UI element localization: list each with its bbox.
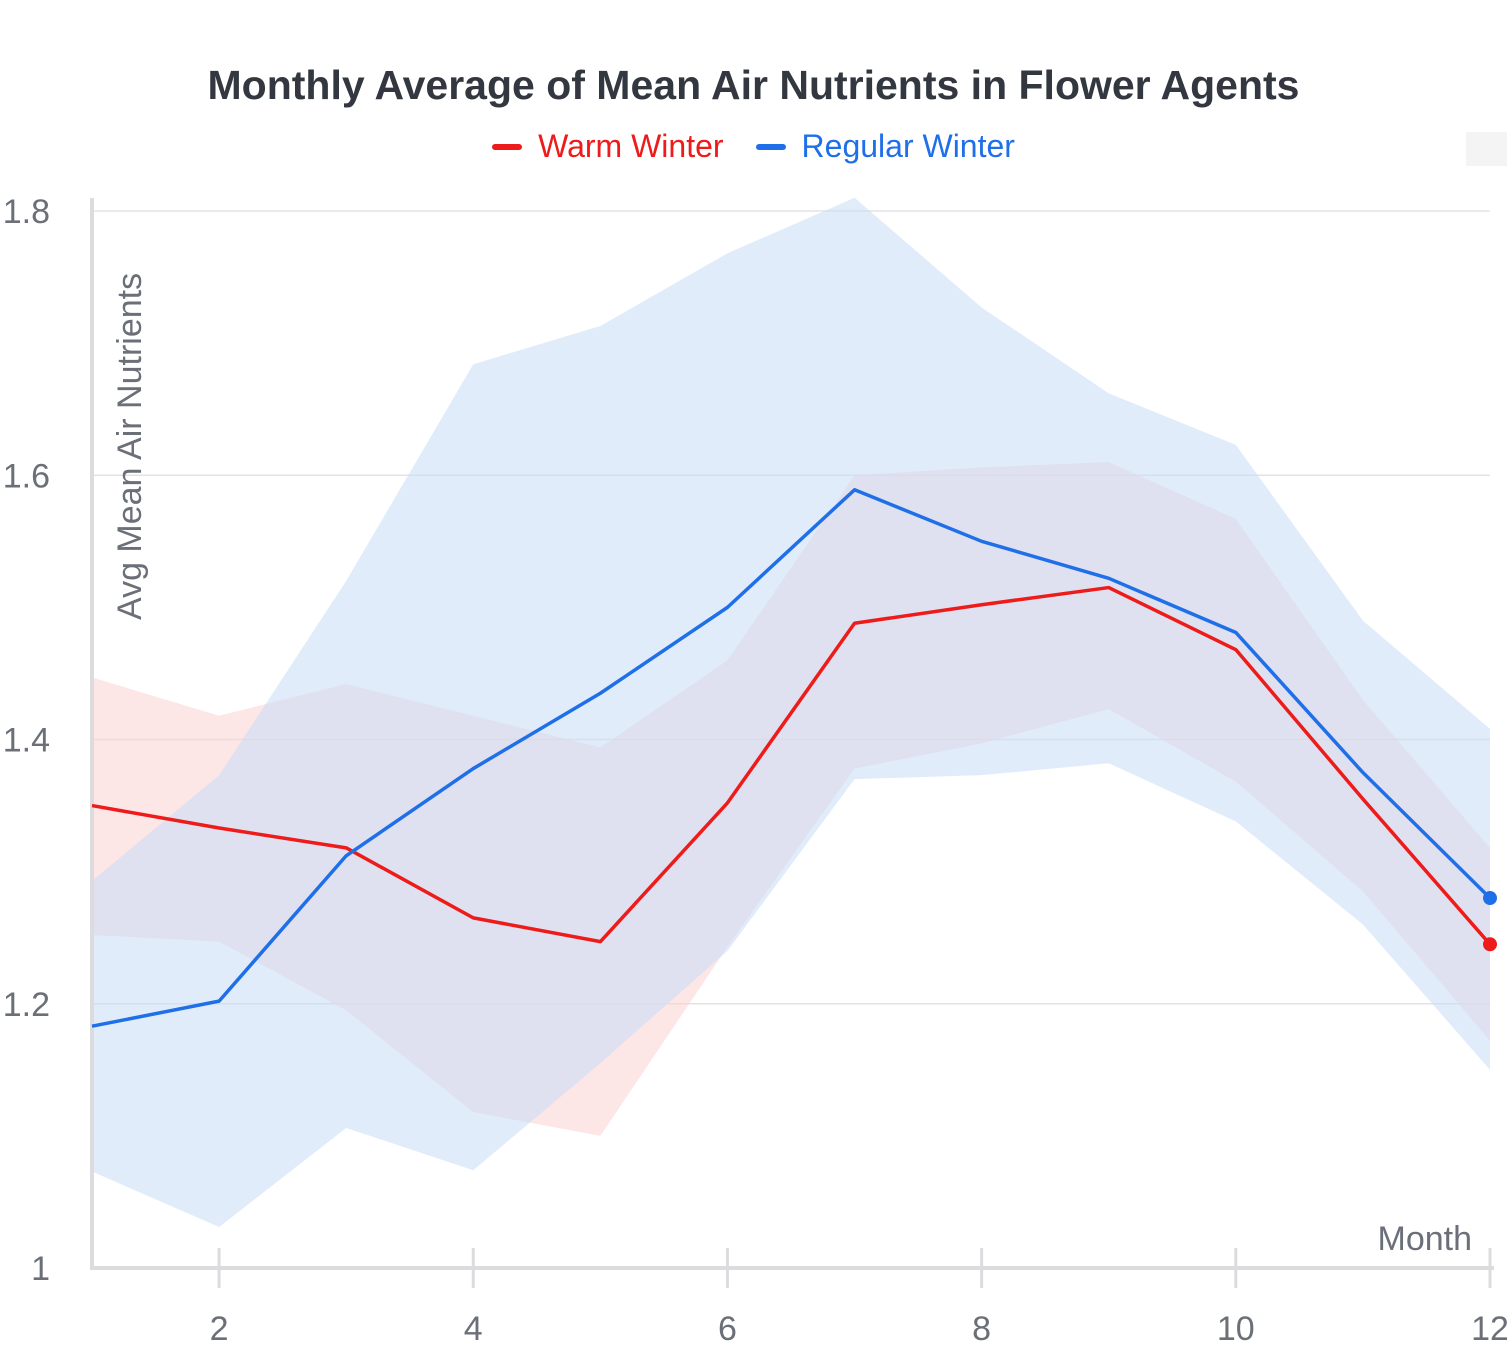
series-line-warm-winter <box>91 585 1492 946</box>
x-axis-title: Month <box>1378 1220 1473 1258</box>
y-tick-label: 1 <box>31 1250 50 1288</box>
x-tick-label: 2 <box>210 1310 229 1348</box>
x-tick-label: 12 <box>1471 1310 1507 1348</box>
x-tick-label: 6 <box>718 1310 737 1348</box>
y-tick-label: 1.2 <box>3 986 50 1024</box>
legend-scroll-box <box>1466 132 1507 166</box>
series-line-regular-winter <box>91 488 1492 1028</box>
x-tick-label: 4 <box>464 1310 483 1348</box>
x-tick-label: 8 <box>972 1310 991 1348</box>
legend-item-warm-winter[interactable]: Warm Winter <box>492 128 724 165</box>
y-tick-label: 1.6 <box>3 457 50 495</box>
y-axis-title: Avg Mean Air Nutrients <box>111 273 149 620</box>
chart-title: Monthly Average of Mean Air Nutrients in… <box>207 62 1300 108</box>
legend-swatch-regular-winter <box>755 143 786 150</box>
y-tick-label: 1.4 <box>3 722 50 760</box>
legend-label-warm-winter: Warm Winter <box>538 128 724 164</box>
legend-swatch-warm-winter <box>492 143 523 150</box>
series-end-marker-warm-winter <box>1483 937 1497 952</box>
y-tick-label: 1.8 <box>3 193 50 231</box>
series-end-marker-regular-winter <box>1483 891 1497 906</box>
legend-item-regular-winter[interactable]: Regular Winter <box>755 128 1015 165</box>
x-tick-label: 10 <box>1217 1310 1255 1348</box>
legend: Warm Winter Regular Winter <box>0 128 1507 165</box>
legend-label-regular-winter: Regular Winter <box>801 128 1015 164</box>
